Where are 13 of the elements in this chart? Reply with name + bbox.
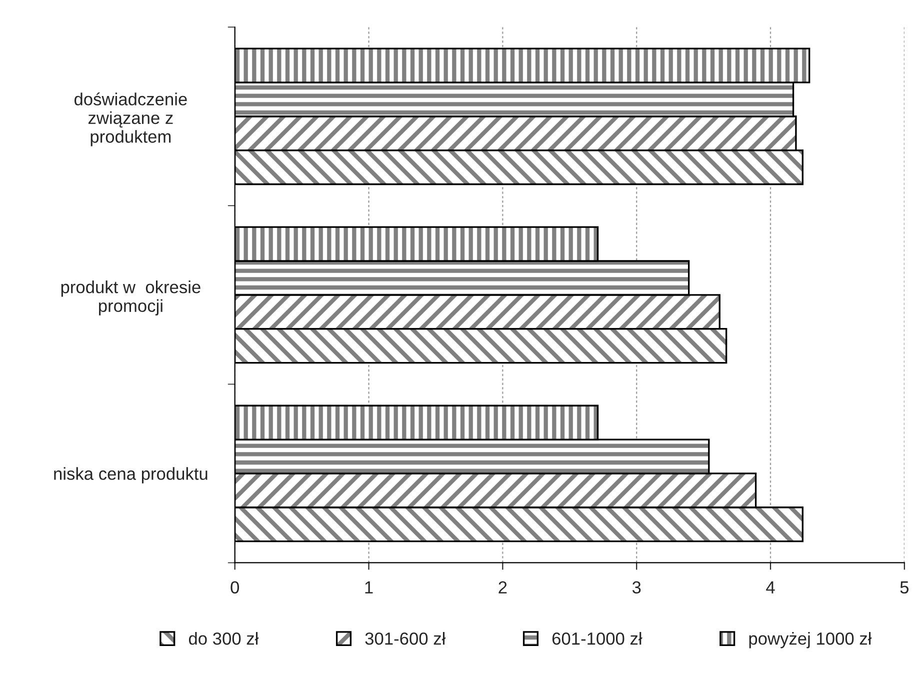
x-tick-label: 4	[766, 581, 775, 594]
y-tick-label: niska cena produktu	[54, 467, 208, 484]
x-tick-label: 2	[498, 581, 507, 594]
legend-label: powyżej 1000 zł	[749, 632, 872, 648]
y-tick-label: doświadczenie związane z produktem	[74, 92, 187, 146]
y-tick-label: produkt w okresie promocji	[61, 280, 200, 316]
x-tick-label: 5	[900, 581, 909, 594]
legend-label: 301-600 zł	[365, 632, 446, 645]
x-tick-label: 1	[365, 581, 373, 594]
x-tick-label: 3	[632, 581, 641, 594]
legend-label: do 300 zł	[188, 632, 259, 645]
x-tick-label: 0	[230, 581, 240, 594]
legend-label: 601-1000 zł	[552, 632, 642, 645]
